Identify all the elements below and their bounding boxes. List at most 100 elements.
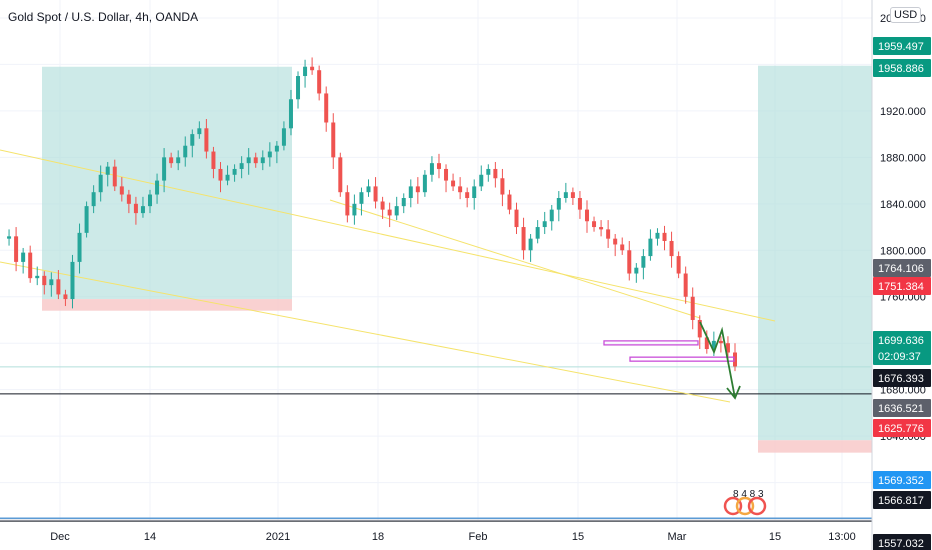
candle-body	[542, 221, 547, 228]
candle-body	[260, 157, 265, 164]
y-tick-label: 1800.000	[880, 245, 926, 257]
candle-body	[563, 192, 568, 199]
candle-body	[401, 198, 406, 207]
candle-body	[162, 157, 167, 181]
candle-body	[472, 186, 477, 199]
candle-body	[669, 240, 674, 257]
candle-body	[49, 279, 54, 286]
candle-body	[486, 168, 491, 175]
candle-body	[296, 76, 301, 100]
price-label-box	[873, 37, 931, 55]
candle-body	[408, 186, 413, 199]
candle-body	[634, 267, 639, 274]
price-labels: 1959.497 1958.886 1764.106 1751.384 1699.636…	[873, 37, 931, 550]
candle-body	[274, 145, 279, 152]
candle-body	[577, 198, 582, 210]
candle-body	[140, 206, 145, 214]
candle-body	[253, 157, 258, 164]
candles	[7, 57, 737, 372]
candle-body	[119, 186, 124, 195]
candle-body	[148, 194, 153, 207]
candle-body	[415, 186, 420, 193]
x-ticks: Dec 14 2021 18 Feb 15 Mar 15 13:00	[50, 531, 856, 543]
candle-body	[169, 157, 174, 164]
candle-body	[655, 232, 660, 239]
price-label-text: 1959.497	[878, 41, 924, 53]
trendline-upper	[0, 149, 776, 322]
x-tick-label: 15	[572, 531, 584, 543]
candle-body	[697, 319, 702, 338]
price-label-box	[873, 259, 931, 277]
currency-button[interactable]: USD	[890, 7, 922, 23]
price-label-text: 1566.817	[878, 495, 924, 507]
price-label-text: 1557.032	[878, 538, 924, 550]
price-label-box	[873, 471, 931, 489]
price-label-text: 1636.521	[878, 403, 924, 415]
price-label-text: 1764.106	[878, 263, 924, 275]
candle-body	[70, 261, 75, 300]
candle-body	[429, 163, 434, 175]
candle-body	[380, 201, 385, 210]
candle-body	[35, 275, 40, 279]
candle-body	[331, 122, 336, 158]
x-tick-label: Dec	[50, 531, 70, 543]
channel-box-lower	[629, 356, 735, 362]
candle-body	[63, 294, 68, 300]
y-tick-label: 1880.000	[880, 152, 926, 164]
candle-body	[239, 163, 244, 169]
candle-body	[84, 206, 89, 233]
candle-body	[620, 244, 625, 251]
x-tick-label: Feb	[469, 531, 488, 543]
candle-body	[556, 198, 561, 210]
price-label-text: 1676.393	[878, 373, 924, 385]
candle-body	[422, 174, 427, 193]
candle-body	[281, 128, 286, 146]
candle-body	[387, 209, 392, 216]
candle-body	[711, 340, 716, 350]
candle-body	[373, 186, 378, 202]
candle-body	[21, 252, 26, 262]
candle-body	[112, 166, 117, 187]
price-label-box	[873, 534, 931, 550]
candle-body	[218, 168, 223, 181]
candle-body	[352, 203, 357, 216]
channel-box-upper	[603, 340, 699, 346]
trendline-lower	[0, 261, 731, 403]
candle-body	[606, 229, 611, 239]
candle-body	[324, 93, 329, 123]
candle-body	[451, 180, 456, 187]
candle-body	[648, 238, 653, 257]
price-label-box	[873, 491, 931, 509]
x-tick-label: Mar	[668, 531, 687, 543]
candle-body	[190, 134, 195, 146]
candle-body	[570, 192, 575, 199]
x-tick-label: 14	[144, 531, 156, 543]
price-label-text: 1699.636	[878, 335, 924, 347]
candle-body	[91, 192, 96, 207]
candle-body	[267, 151, 272, 158]
price-label-box	[873, 369, 931, 387]
price-label-box	[873, 59, 931, 77]
candle-body	[725, 343, 730, 353]
projection-arrowhead	[726, 385, 741, 400]
candle-body	[394, 206, 399, 216]
projection-path	[699, 321, 736, 399]
chart-title: Gold Spot / U.S. Dollar, 4h, OANDA	[8, 10, 199, 24]
candle-body	[77, 232, 82, 262]
candle-body	[662, 232, 667, 241]
price-label-text: 1958.886	[878, 63, 924, 75]
target-zone	[758, 65, 872, 441]
stop-zone	[42, 299, 292, 311]
x-tick-label: 18	[372, 531, 384, 543]
price-label-text: 1569.352	[878, 475, 924, 487]
candle-body	[704, 337, 709, 350]
candle-body	[225, 174, 230, 181]
candle-body	[465, 192, 470, 199]
y-tick-label: 1680.000	[880, 385, 926, 397]
x-tick-label: 2021	[266, 531, 290, 543]
candle-body	[584, 209, 589, 222]
candle-body	[204, 128, 209, 152]
events-badge: 8 4 8 3	[723, 489, 767, 516]
